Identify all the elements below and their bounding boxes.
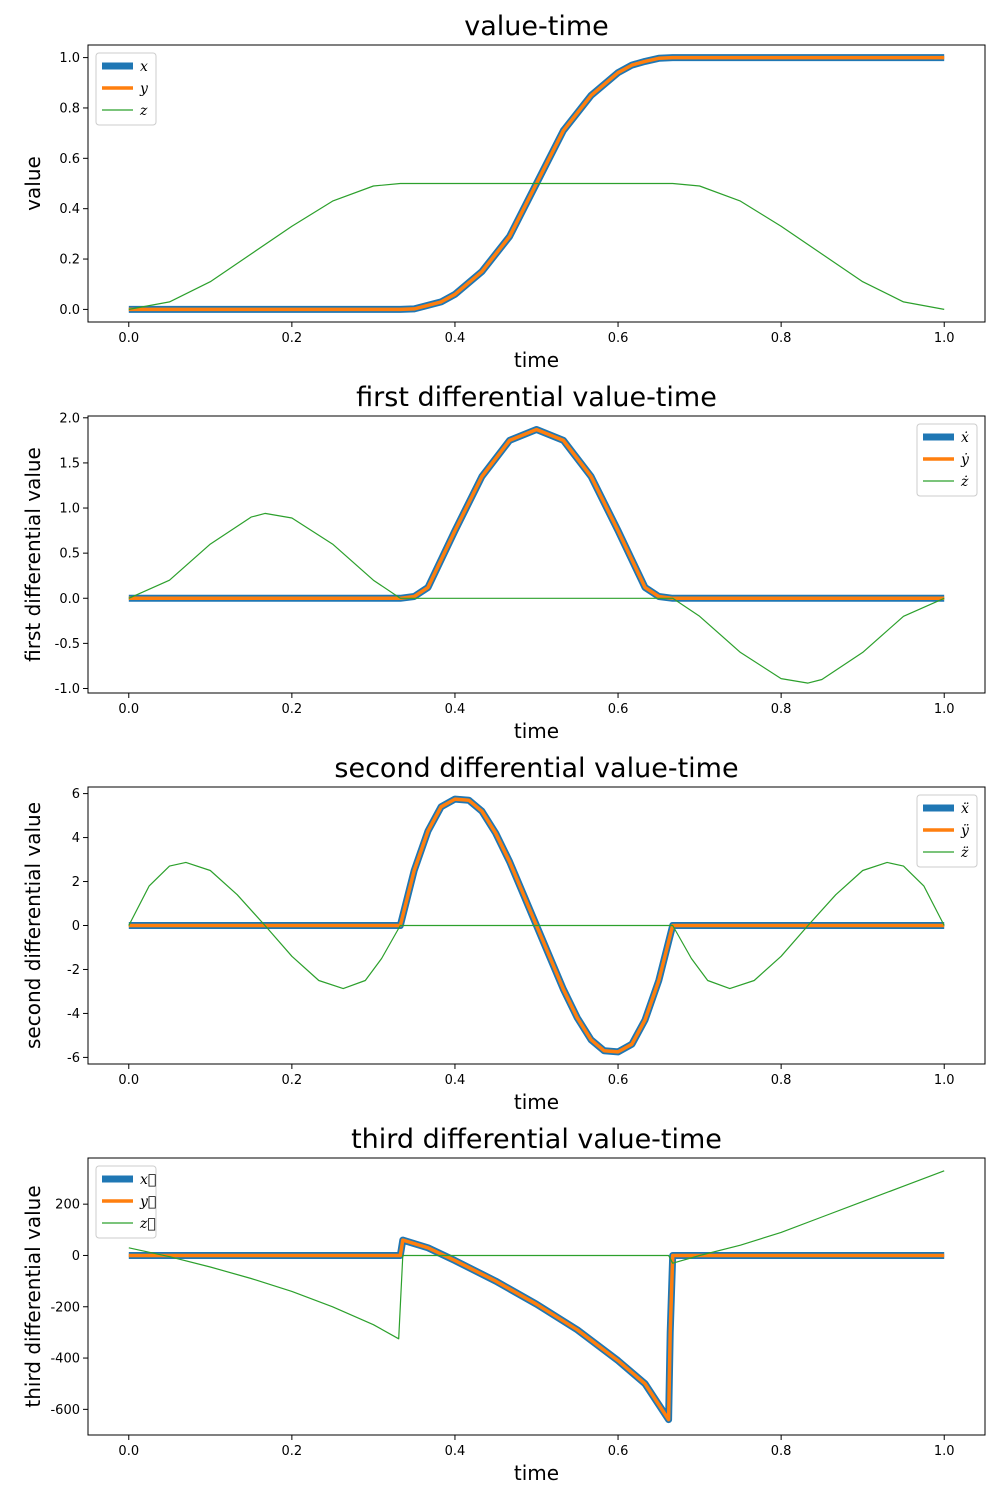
series-line-2	[128, 55, 945, 312]
x-axis-label: time	[514, 719, 559, 743]
chart-title: third differential value-time	[351, 1124, 722, 1155]
y-tick-label: 0.6	[59, 152, 80, 167]
x-tick-label: 1.0	[934, 1444, 955, 1459]
plot-frame	[87, 786, 986, 1065]
y-tick-label: -600	[50, 1403, 80, 1418]
legend: ẋẏż	[916, 423, 978, 497]
series-group	[128, 426, 945, 684]
x-tick-label: 0.8	[771, 702, 792, 717]
y-axis-label: second differential value	[21, 802, 45, 1049]
y-tick-label: -4	[67, 1007, 80, 1022]
legend-label: x	[140, 59, 148, 75]
series-group	[128, 1170, 945, 1424]
series-line-3	[128, 861, 945, 990]
legend-label: ÿ	[960, 823, 970, 839]
y-tick-label: 0.0	[59, 592, 80, 607]
series-group	[128, 54, 945, 313]
legend-label: y⃛	[139, 1194, 156, 1210]
x-tick-label: 0.4	[445, 1444, 466, 1459]
x-tick-label: 0.8	[771, 1073, 792, 1088]
plot-frame	[87, 1157, 986, 1436]
y-tick-label: 0.8	[59, 101, 80, 116]
x-tick-label: 0.6	[608, 1073, 629, 1088]
legend-label: ẋ	[961, 430, 969, 446]
legend-label: ż	[960, 474, 969, 490]
y-tick-label: -0.5	[55, 637, 80, 652]
legend-label: ẏ	[960, 452, 970, 468]
x-axis-label: time	[514, 348, 559, 372]
legend: ẍÿ z̈	[916, 794, 978, 868]
series-line-3	[128, 182, 945, 310]
x-tick-label: 0.0	[118, 1073, 139, 1088]
chart-panel-4: third differential value-time 0.0 0.2 0.4 0.…	[21, 1124, 986, 1485]
y-axis-label: first differential value	[21, 447, 45, 662]
legend: xyz	[95, 52, 157, 126]
y-tick-label: -6	[67, 1051, 80, 1066]
legend-label: z	[139, 103, 148, 119]
legend: x⃛ y⃛ z⃛	[95, 1165, 157, 1239]
chart-panel-2: first differential value-time 0.0 0.2 0.4 0.…	[21, 382, 986, 743]
legend-label: y	[139, 81, 149, 97]
legend-label: z̈	[960, 845, 969, 861]
series-line-1	[128, 1236, 945, 1424]
chart-title: first differential value-time	[356, 382, 717, 413]
x-tick-label: 0.2	[282, 1073, 303, 1088]
y-tick-label: 1.5	[59, 456, 80, 471]
y-tick-label: 6	[72, 787, 80, 802]
x-axis-label: time	[514, 1090, 559, 1114]
legend-label: z⃛	[139, 1216, 156, 1232]
y-tick-label: 2.0	[59, 411, 80, 426]
series-line-2	[128, 1238, 945, 1422]
y-tick-label: -400	[50, 1352, 80, 1367]
x-tick-label: 0.0	[118, 702, 139, 717]
chart-title: value-time	[464, 11, 609, 42]
x-tick-label: 0.8	[771, 331, 792, 346]
x-tick-label: 0.2	[282, 702, 303, 717]
chart-panel-1: value-time 0.0 0.2 0.4 0.6 0.8 1.0 0.0 0.2 0.4 0.6…	[21, 11, 986, 372]
y-tick-label: -1.0	[55, 682, 80, 697]
y-tick-label: 0.2	[59, 253, 80, 268]
y-tick-label: 0.0	[59, 303, 80, 318]
x-tick-label: 0.8	[771, 1444, 792, 1459]
x-tick-label: 1.0	[934, 702, 955, 717]
y-tick-label: 0.5	[59, 547, 80, 562]
series-line-3	[128, 512, 945, 684]
x-tick-label: 0.4	[445, 1073, 466, 1088]
x-tick-label: 0.2	[282, 331, 303, 346]
x-tick-label: 0.4	[445, 702, 466, 717]
y-tick-label: 1.0	[59, 502, 80, 517]
series-line-1	[128, 426, 945, 602]
x-tick-label: 0.4	[445, 331, 466, 346]
chart-title: second differential value-time	[334, 753, 738, 784]
y-tick-label: -2	[67, 963, 80, 978]
x-tick-label: 1.0	[934, 331, 955, 346]
plot-frame	[87, 415, 986, 694]
y-tick-label: 4	[72, 831, 80, 846]
y-axis-label: third differential value	[21, 1185, 45, 1407]
x-tick-label: 0.6	[608, 702, 629, 717]
x-tick-label: 0.2	[282, 1444, 303, 1459]
y-axis-label: value	[21, 156, 45, 211]
x-tick-label: 0.6	[608, 1444, 629, 1459]
legend-label: ẍ	[961, 801, 969, 817]
chart-panel-3: second differential value-time 0.0 0.2 0.4 0…	[21, 753, 986, 1114]
series-group	[128, 795, 945, 1056]
y-tick-label: 200	[55, 1198, 80, 1213]
legend-label: x⃛	[140, 1172, 156, 1188]
x-tick-label: 1.0	[934, 1073, 955, 1088]
series-line-2	[128, 427, 945, 601]
x-tick-label: 0.6	[608, 331, 629, 346]
series-line-3	[128, 1170, 945, 1340]
y-tick-label: 0	[72, 919, 80, 934]
y-tick-label: 0	[72, 1249, 80, 1264]
x-axis-label: time	[514, 1461, 559, 1485]
y-tick-label: -200	[50, 1300, 80, 1315]
y-tick-label: 0.4	[59, 202, 80, 217]
x-tick-label: 0.0	[118, 331, 139, 346]
plot-frame	[87, 44, 986, 323]
y-tick-label: 2	[72, 875, 80, 890]
x-tick-label: 0.0	[118, 1444, 139, 1459]
y-tick-label: 1.0	[59, 51, 80, 66]
